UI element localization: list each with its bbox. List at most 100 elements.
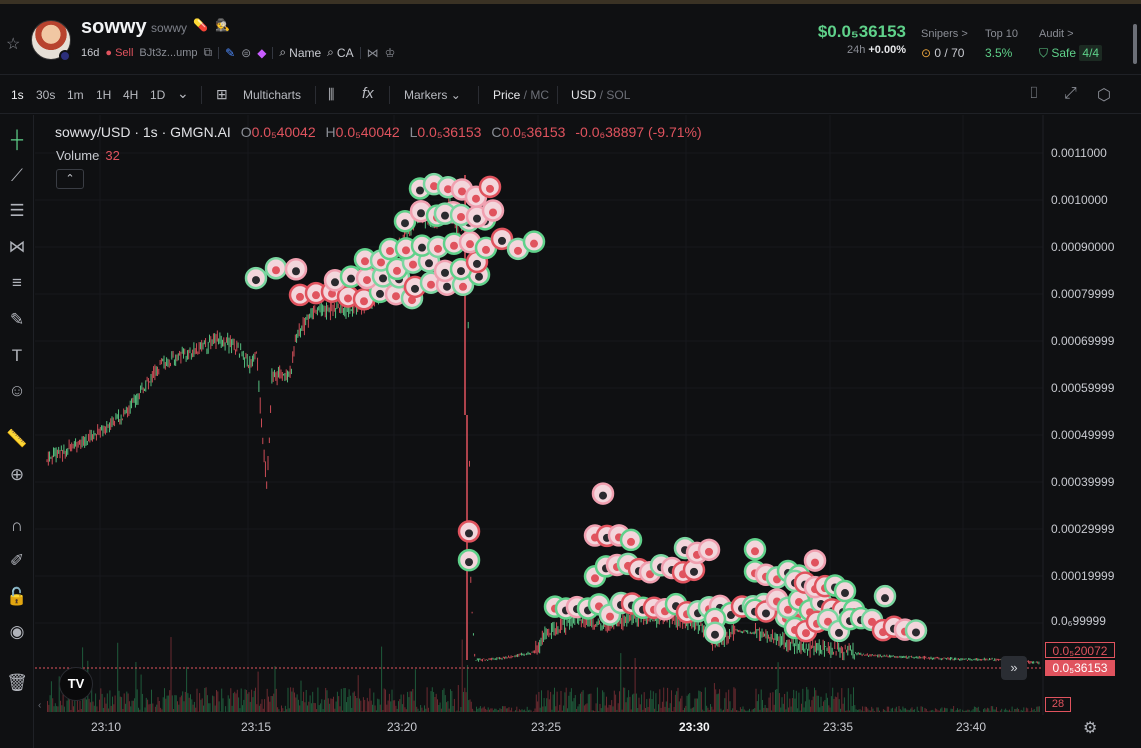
close-value: 0.0₅36153: [501, 124, 566, 140]
chart-canvas[interactable]: [35, 115, 1141, 748]
volume-bar: [733, 687, 735, 712]
pattern-icon[interactable]: ⋈: [8, 237, 26, 256]
interval-30s[interactable]: 30s: [36, 88, 56, 102]
crosshair-icon[interactable]: ┼: [10, 130, 24, 149]
search-name-button[interactable]: ⌕ Name: [279, 45, 322, 60]
snipers-stat[interactable]: Snipers > ⊙ 0 / 70: [921, 28, 968, 60]
camera-icon[interactable]: ⌷: [1029, 85, 1039, 102]
volume-bar: [386, 704, 388, 712]
volume-bar: [530, 710, 532, 712]
chevron-down-icon[interactable]: ⌄: [177, 85, 189, 101]
search-ca-button[interactable]: ⌕ CA: [327, 45, 354, 60]
volume-bar: [966, 710, 968, 712]
brush-icon[interactable]: ✎: [9, 310, 25, 329]
flame-icon[interactable]: ◆: [257, 45, 267, 60]
volume-bar: [746, 710, 748, 712]
volume-bar: [717, 693, 719, 712]
price-chart[interactable]: sowwy/USD · 1s · GMGN.AI O0.0₅40042 H0.0…: [35, 115, 1141, 748]
text-tool-icon[interactable]: T: [11, 346, 23, 365]
volume-bar: [633, 693, 635, 712]
volume-bar: [933, 711, 935, 712]
plus-square-icon[interactable]: ⊞: [216, 86, 228, 102]
volume-bar: [481, 708, 483, 712]
volume-bar: [776, 688, 778, 712]
trade-marker-face: [361, 257, 369, 266]
volume-bar: [385, 689, 386, 712]
crown-icon[interactable]: ♔: [384, 45, 396, 60]
volume-bar: [188, 697, 190, 712]
contract-address[interactable]: BJt3z...ump: [139, 46, 198, 59]
volume-bar: [903, 708, 905, 712]
collapse-legend-button[interactable]: ⌃: [56, 169, 84, 189]
volume-bar: [563, 705, 565, 712]
interval-1d[interactable]: 1D: [150, 88, 166, 102]
volume-bar: [269, 701, 271, 712]
volume-bar: [898, 706, 900, 712]
volume-bar: [609, 705, 611, 712]
settings-gear-icon[interactable]: ⬡: [1097, 87, 1111, 104]
volume-bar: [992, 706, 994, 712]
pump-icon[interactable]: ✎: [225, 45, 236, 60]
volume-bar: [630, 709, 632, 712]
markers-dropdown[interactable]: Markers ⌄: [404, 88, 461, 102]
tradingview-logo[interactable]: TV: [59, 667, 93, 701]
price-tag-last: 0.0₅36153: [1045, 660, 1115, 676]
favorite-star-icon[interactable]: ☆: [6, 36, 21, 53]
lock-drawing-icon[interactable]: ✐: [9, 551, 25, 570]
volume-bar: [768, 697, 770, 712]
volume-bar: [1032, 710, 1034, 712]
volume-bar: [73, 706, 74, 712]
dex-icon[interactable]: ⊜: [241, 45, 252, 60]
volume-bar: [466, 665, 468, 712]
trade-marker-face: [392, 292, 400, 301]
emoji-icon[interactable]: ☺: [8, 381, 26, 400]
visibility-eye-icon[interactable]: ◉: [9, 622, 25, 641]
trendline-icon[interactable]: ⟋: [11, 166, 23, 185]
scroll-to-realtime-button[interactable]: »: [1001, 656, 1027, 680]
axis-settings-gear-icon[interactable]: ⚙: [1083, 720, 1098, 737]
trade-marker-face: [690, 567, 698, 576]
usd-sol-toggle[interactable]: USD / SOL: [571, 88, 631, 102]
volume-bar: [672, 711, 674, 712]
copy-icon[interactable]: ⧉: [203, 45, 213, 59]
price-mc-toggle[interactable]: Price / MC: [493, 88, 550, 102]
volume-bar: [375, 710, 377, 712]
volume-bar: [687, 694, 689, 712]
fullscreen-icon[interactable]: ⤢: [1064, 85, 1077, 102]
zoom-in-icon[interactable]: ⊕: [9, 465, 25, 484]
volume-bar: [399, 699, 401, 712]
trade-marker-face: [441, 211, 449, 220]
trash-icon[interactable]: 🗑: [6, 673, 28, 692]
volume-bar: [617, 703, 619, 712]
volume-bar: [951, 708, 953, 712]
interval-1h[interactable]: 1H: [96, 88, 112, 102]
interval-1s[interactable]: 1s: [11, 88, 24, 102]
volume-bar: [738, 710, 740, 712]
audit-stat[interactable]: Audit > ⛉ Safe 4/4: [1039, 28, 1103, 61]
volume-bar: [790, 706, 792, 712]
horizontal-lines-icon[interactable]: ☰: [9, 201, 25, 220]
volume-bar: [585, 704, 587, 712]
volume-bar: [229, 698, 230, 712]
trade-marker-face: [646, 570, 654, 579]
volume-bar: [1036, 706, 1038, 712]
interval-4h[interactable]: 4H: [123, 88, 139, 102]
volume-bar: [113, 704, 115, 712]
volume-bar: [599, 703, 601, 712]
volume-bar: [209, 703, 211, 712]
candles-icon[interactable]: ⫼: [328, 86, 335, 102]
volume-bar: [244, 689, 246, 712]
volume-bar: [658, 704, 659, 712]
ruler-icon[interactable]: 📏: [6, 429, 28, 448]
scroll-left-icon[interactable]: ‹: [38, 700, 42, 711]
share-icon[interactable]: ⋈: [366, 45, 379, 60]
interval-1m[interactable]: 1m: [67, 88, 84, 102]
multicharts-button[interactable]: Multicharts: [243, 88, 302, 102]
header-scrollbar[interactable]: [1133, 24, 1137, 64]
unlock-icon[interactable]: 🔓: [6, 587, 28, 606]
platform-badge-icon: [59, 50, 71, 62]
magnet-icon[interactable]: ∩: [10, 516, 24, 535]
indicators-icon[interactable]: fx: [362, 85, 374, 102]
fib-icon[interactable]: ≡: [12, 273, 22, 292]
volume-bar: [686, 695, 688, 712]
